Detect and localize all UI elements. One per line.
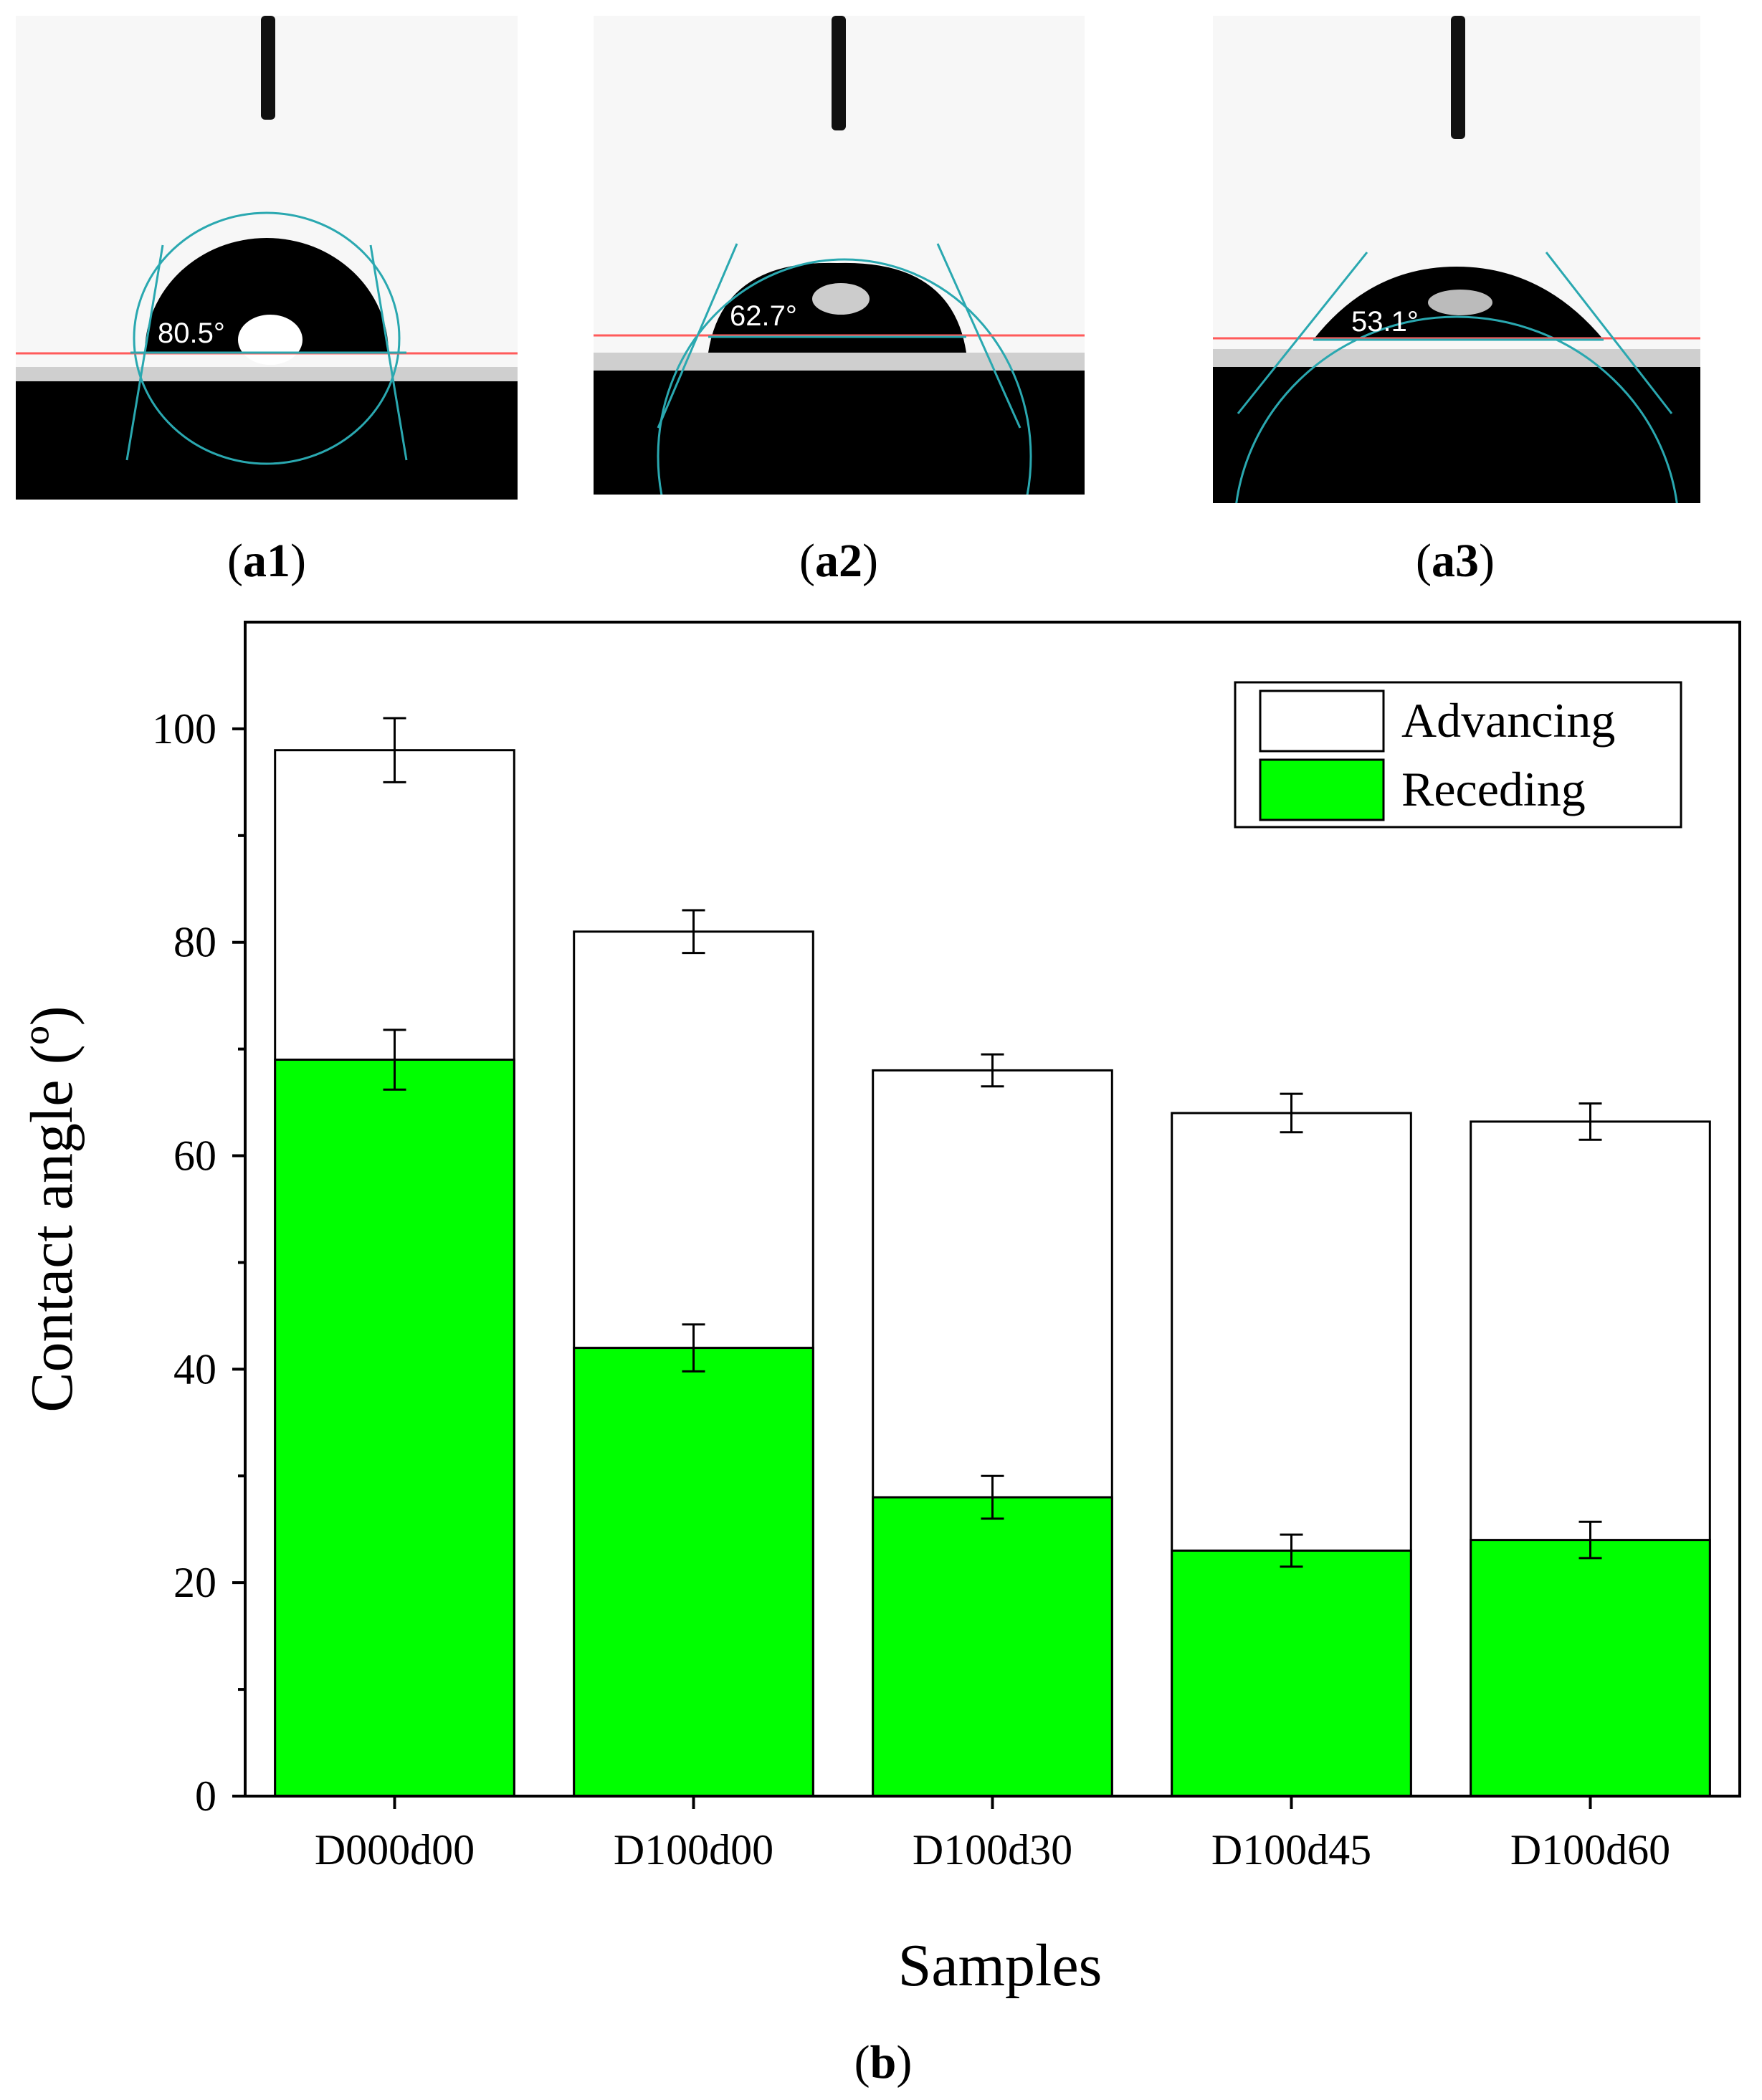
panel-label-a1: (a1): [227, 535, 306, 587]
x-tick-label-D100d60: D100d60: [1510, 1826, 1670, 1874]
bar-receding-D100d45: [1171, 1550, 1412, 1798]
y-tick-label-60: 60: [173, 1132, 216, 1180]
legend-label-advancing: Advancing: [1401, 693, 1615, 748]
contact-angle-label-a3: 53.1°: [1351, 306, 1419, 338]
x-axis-title: Samples: [898, 1932, 1103, 1999]
x-tick-label-D100d30: D100d30: [913, 1826, 1072, 1874]
panel-label-a2: (a2): [799, 535, 878, 587]
bar-receding-D100d00: [573, 1347, 814, 1798]
y-tick-label-0: 0: [195, 1772, 216, 1820]
x-tick-label-D100d45: D100d45: [1211, 1826, 1371, 1874]
bar-receding-D100d60: [1470, 1539, 1711, 1798]
contact-angle-label-a2: 62.7°: [730, 300, 797, 332]
x-tick-label-D100d00: D100d00: [614, 1826, 773, 1874]
x-tick-label-D000d00: D000d00: [315, 1826, 475, 1874]
plot-frame: [244, 621, 1741, 1798]
y-axis-title: Contact angle (º): [19, 1006, 85, 1412]
bar-receding-D000d00: [274, 1059, 515, 1798]
droplet-photo-a2: 62.7°: [594, 16, 1085, 495]
bar-receding-D100d30: [872, 1496, 1113, 1798]
legend-swatch-advancing: [1259, 689, 1385, 753]
panel-label-b: (b): [854, 2036, 913, 2089]
legend-label-receding: Receding: [1401, 762, 1586, 816]
droplet-photo-a1: 80.5°: [16, 16, 518, 500]
legend: Advancing Receding: [1234, 681, 1682, 829]
droplet-photo-a3: 53.1°: [1213, 16, 1700, 503]
y-tick-label-40: 40: [173, 1345, 216, 1393]
y-tick-label-100: 100: [152, 705, 216, 753]
y-tick-label-20: 20: [173, 1559, 216, 1606]
panel-label-a3: (a3): [1416, 535, 1495, 587]
y-tick-label-80: 80: [173, 919, 216, 966]
contact-angle-label-a1: 80.5°: [158, 318, 225, 349]
legend-swatch-receding: [1259, 758, 1385, 821]
